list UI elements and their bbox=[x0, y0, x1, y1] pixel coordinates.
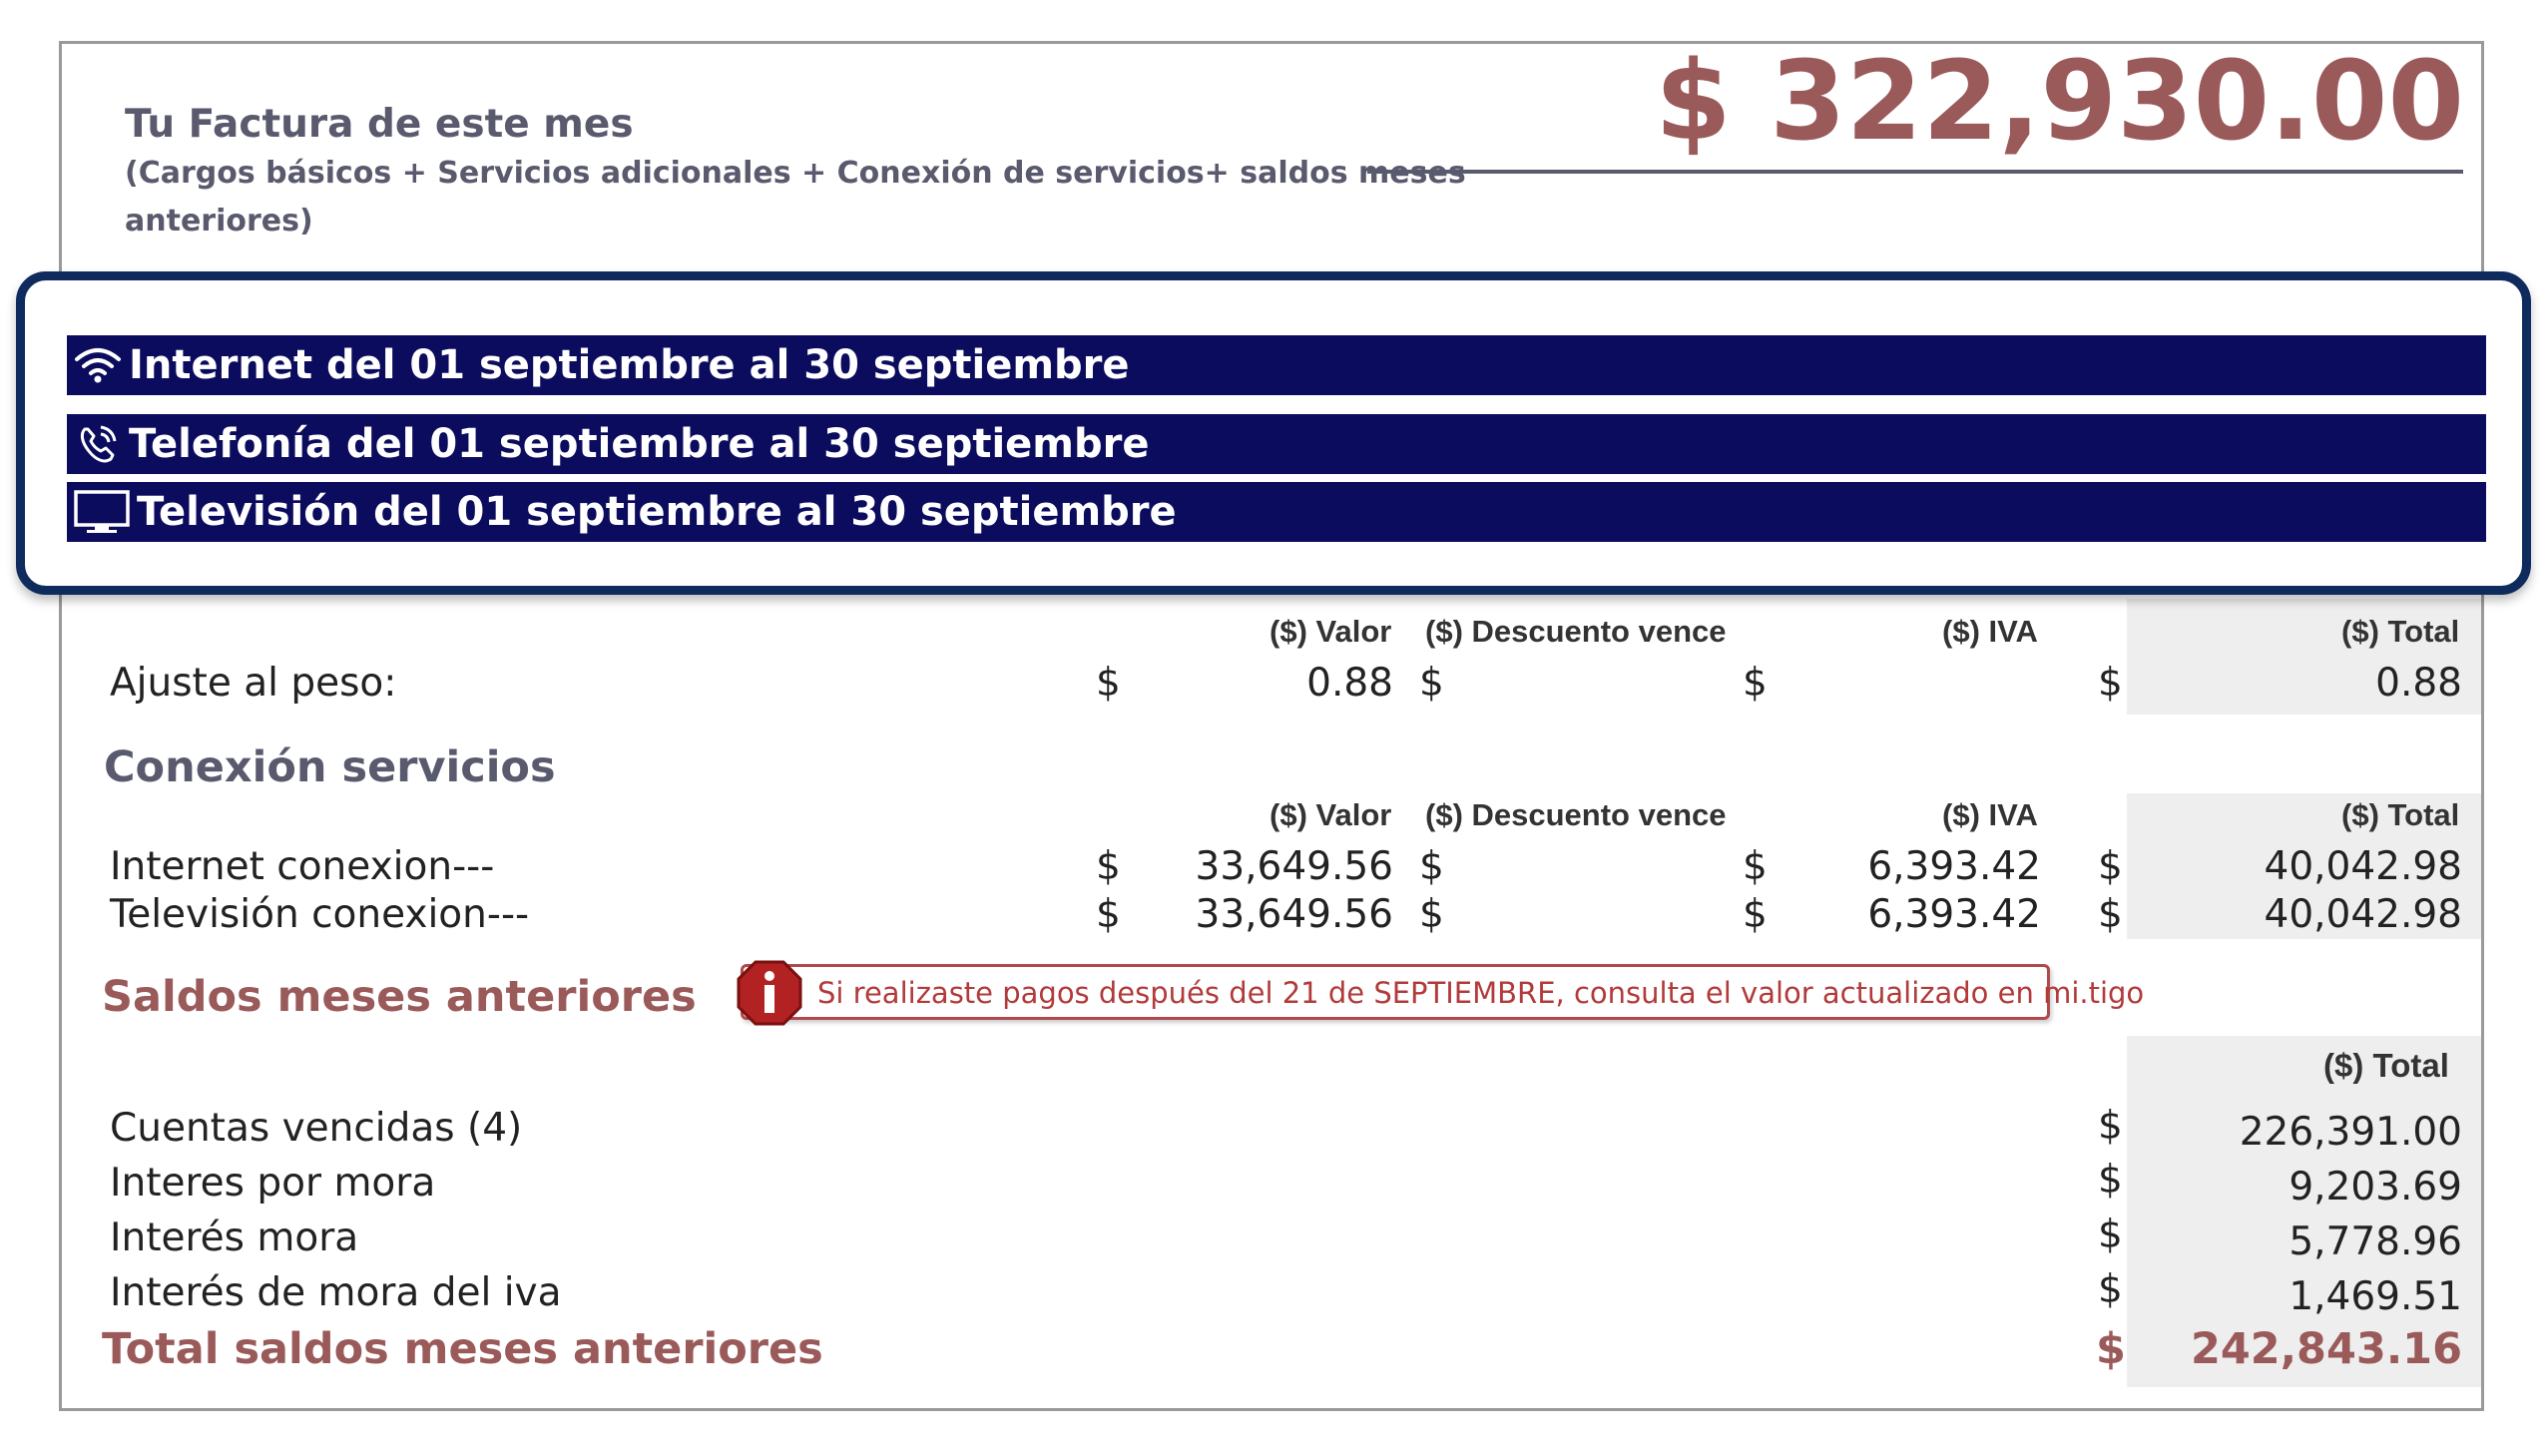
saldos-row-label: Interés de mora del iva bbox=[110, 1270, 562, 1315]
col-header-descuento: ($) Descuento vence bbox=[1425, 797, 1727, 832]
col-header-total: ($) Total bbox=[2341, 797, 2460, 832]
service-band-television[interactable]: Televisión del 01 septiembre al 30 septi… bbox=[67, 482, 2486, 542]
currency-sign: $ bbox=[2098, 1104, 2123, 1149]
wifi-icon bbox=[75, 348, 121, 383]
service-band-label: Televisión del 01 septiembre al 30 septi… bbox=[137, 489, 1177, 535]
saldos-row-total: 226,391.00 bbox=[2239, 1110, 2462, 1155]
currency-sign: $ bbox=[2098, 1267, 2123, 1312]
saldos-total-label: Total saldos meses anteriores bbox=[102, 1324, 823, 1374]
total-column-shade bbox=[2127, 599, 2481, 715]
service-band-telefonia[interactable]: Telefonía del 01 septiembre al 30 septie… bbox=[67, 414, 2486, 474]
saldos-title: Saldos meses anteriores bbox=[102, 972, 697, 1022]
currency-sign: $ bbox=[1743, 892, 1768, 937]
currency-sign: $ bbox=[1419, 661, 1444, 706]
service-band-label: Telefonía del 01 septiembre al 30 septie… bbox=[129, 421, 1150, 467]
tv-icon bbox=[74, 490, 130, 533]
currency-sign: $ bbox=[2098, 1213, 2123, 1257]
services-popup: Internet del 01 septiembre al 30 septiem… bbox=[16, 271, 2531, 595]
currency-sign: $ bbox=[2098, 844, 2123, 889]
currency-sign: $ bbox=[1743, 661, 1768, 706]
total-underline bbox=[1367, 170, 2463, 174]
conexion-row-valor: 33,649.56 bbox=[1195, 844, 1394, 889]
invoice-subtitle-line1: (Cargos básicos + Servicios adicionales … bbox=[125, 156, 1466, 191]
conexion-row-valor: 33,649.56 bbox=[1195, 892, 1394, 937]
currency-sign: $ bbox=[2098, 661, 2123, 706]
conexion-row-total: 40,042.98 bbox=[2264, 844, 2463, 889]
saldos-row-total: 9,203.69 bbox=[2289, 1165, 2462, 1210]
conexion-row-iva: 6,393.42 bbox=[1867, 844, 2041, 889]
col-header-iva: ($) IVA bbox=[1942, 797, 2038, 832]
currency-sign: $ bbox=[1096, 661, 1121, 706]
invoice-title: Tu Factura de este mes bbox=[125, 102, 634, 147]
ajuste-valor: 0.88 bbox=[1306, 661, 1393, 706]
service-band-label: Internet del 01 septiembre al 30 septiem… bbox=[129, 342, 1130, 388]
alert-text: Si realizaste pagos después del 21 de SE… bbox=[817, 976, 2145, 1010]
col-header-descuento: ($) Descuento vence bbox=[1425, 614, 1727, 649]
currency-sign: $ bbox=[2098, 1158, 2123, 1203]
conexion-row-total: 40,042.98 bbox=[2264, 892, 2463, 937]
info-alert-icon bbox=[737, 960, 802, 1026]
invoice-frame bbox=[59, 41, 2484, 1411]
total-column-shade bbox=[2127, 793, 2481, 939]
conexion-row-label: Televisión conexion--- bbox=[110, 892, 530, 937]
currency-sign: $ bbox=[1743, 844, 1768, 889]
col-header-total: ($) Total bbox=[2341, 614, 2460, 649]
currency-sign: $ bbox=[1419, 892, 1444, 937]
payment-alert: Si realizaste pagos después del 21 de SE… bbox=[737, 960, 2144, 1026]
saldos-total-value: 242,843.16 bbox=[2190, 1324, 2462, 1374]
currency-sign: $ bbox=[1419, 844, 1444, 889]
col-header-iva: ($) IVA bbox=[1942, 614, 2038, 649]
col-header-valor: ($) Valor bbox=[1270, 797, 1392, 832]
total-column-shade bbox=[2127, 1036, 2481, 1387]
col-header-valor: ($) Valor bbox=[1270, 614, 1392, 649]
saldos-row-label: Cuentas vencidas (4) bbox=[110, 1106, 523, 1151]
invoice-total-amount: $ 322,930.00 bbox=[1655, 37, 2464, 165]
currency-sign: $ bbox=[2096, 1324, 2126, 1374]
invoice-subtitle-line2: anteriores) bbox=[125, 204, 313, 239]
ajuste-total: 0.88 bbox=[2375, 661, 2462, 706]
conexion-title: Conexión servicios bbox=[104, 742, 556, 792]
col-header-total: ($) Total bbox=[2323, 1047, 2449, 1084]
ajuste-label: Ajuste al peso: bbox=[110, 661, 397, 706]
saldos-row-total: 5,778.96 bbox=[2289, 1219, 2462, 1264]
saldos-row-total: 1,469.51 bbox=[2289, 1274, 2462, 1319]
service-band-internet[interactable]: Internet del 01 septiembre al 30 septiem… bbox=[67, 335, 2486, 395]
saldos-row-label: Interés mora bbox=[110, 1215, 359, 1260]
conexion-row-iva: 6,393.42 bbox=[1867, 892, 2041, 937]
phone-icon bbox=[80, 425, 117, 463]
currency-sign: $ bbox=[2098, 892, 2123, 937]
conexion-row-label: Internet conexion--- bbox=[110, 844, 495, 889]
currency-sign: $ bbox=[1096, 892, 1121, 937]
saldos-row-label: Interes por mora bbox=[110, 1161, 436, 1206]
currency-sign: $ bbox=[1096, 844, 1121, 889]
